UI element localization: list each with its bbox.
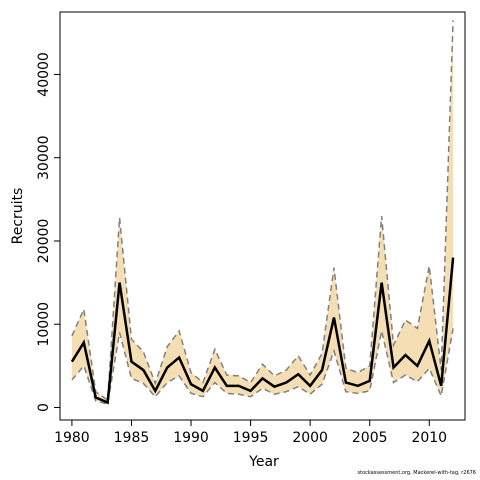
y-tick-label: 20000	[36, 219, 52, 264]
y-tick-label: 30000	[36, 135, 52, 180]
plot-frame	[59, 11, 466, 421]
y-tick-label: 40000	[36, 52, 52, 97]
lower-bound-line	[71, 328, 454, 406]
x-tick-label: 1995	[233, 430, 269, 446]
x-tick-label: 1980	[54, 430, 90, 446]
x-tick-label: 2000	[292, 430, 328, 446]
y-axis-title: Recruits	[10, 188, 26, 245]
x-axis-title: Year	[248, 454, 279, 470]
x-tick-label: 1990	[173, 430, 209, 446]
y-tick-label: 10000	[36, 302, 52, 347]
estimate-line	[70, 257, 455, 405]
x-tick-label: 2010	[411, 430, 447, 446]
footer-note: stockassessment.org, Mackerel-with-tag, …	[357, 470, 477, 476]
x-tick-label: 2005	[352, 430, 388, 446]
y-axis: 0 10000 20000 30000 40000	[36, 52, 60, 412]
upper-bound-line	[71, 20, 454, 402]
x-axis: 1980 1985 1990 1995 2000 2005 2010	[54, 420, 447, 446]
y-tick-label: 0	[36, 403, 52, 412]
x-tick-label: 1985	[114, 430, 150, 446]
